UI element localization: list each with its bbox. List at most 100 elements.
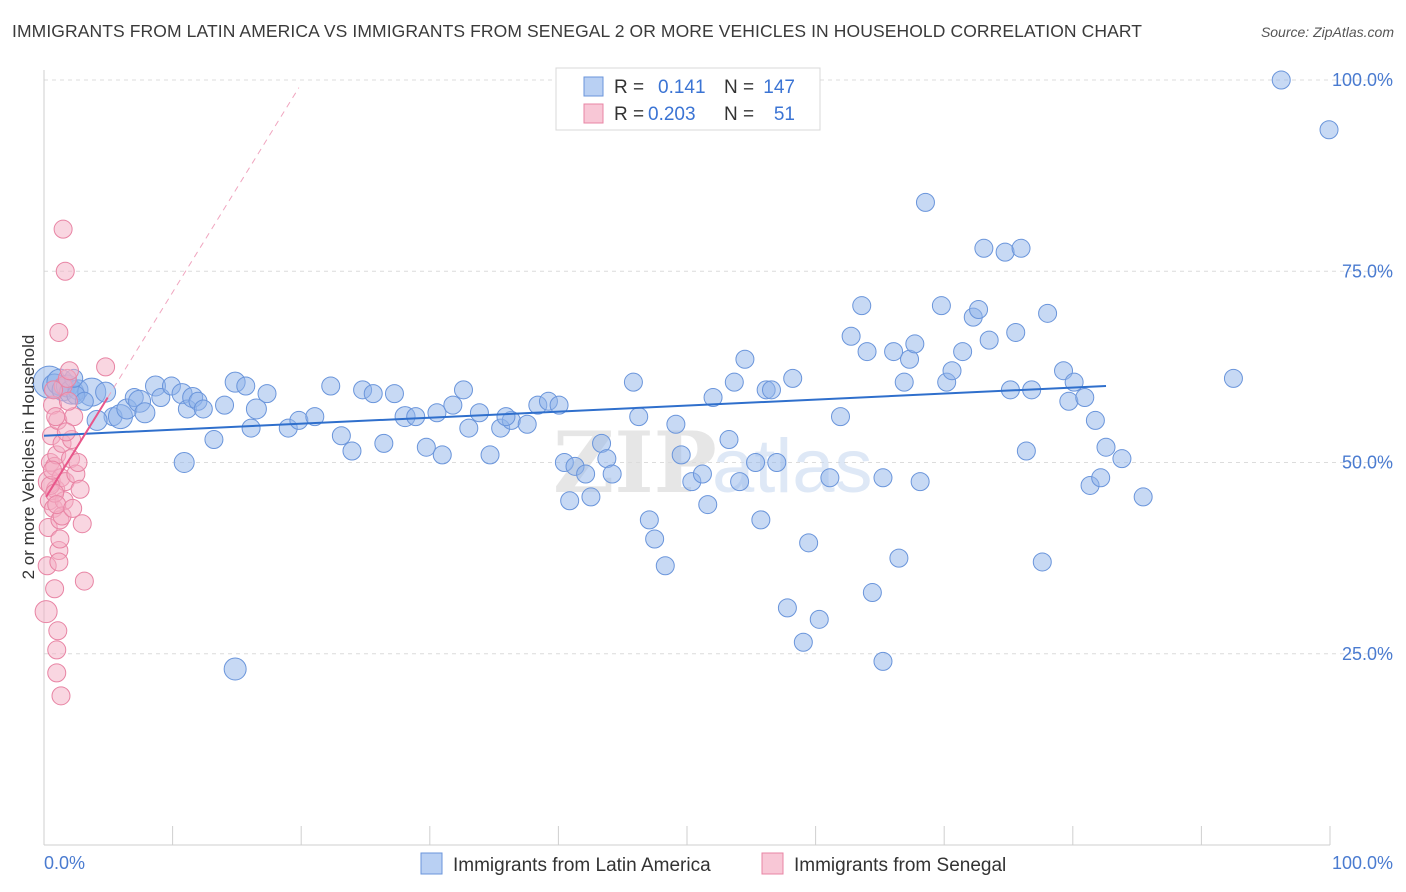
point-latin-america	[443, 395, 463, 415]
point-latin-america	[374, 433, 394, 453]
stats-legend: R = 0.141 N = 147 R = 0.203 N = 51	[555, 67, 821, 131]
point-latin-america	[666, 414, 686, 434]
point-latin-america	[761, 380, 781, 400]
bottom-legend-swatch-latin-america	[420, 852, 443, 875]
point-latin-america	[257, 384, 277, 404]
point-senegal	[47, 495, 67, 515]
point-latin-america	[576, 464, 596, 484]
point-senegal	[96, 357, 116, 377]
point-latin-america	[321, 376, 341, 396]
y-tick-label: 100.0%	[1332, 70, 1393, 90]
point-senegal	[34, 600, 58, 624]
point-senegal	[63, 498, 83, 518]
chart-source: Source: ZipAtlas.com	[1260, 24, 1394, 40]
x-axis-ticks	[43, 826, 1331, 845]
point-latin-america	[549, 395, 569, 415]
point-latin-america	[767, 453, 787, 472]
legend-swatch-senegal	[583, 103, 604, 124]
point-latin-america	[173, 452, 195, 473]
point-senegal	[58, 391, 78, 411]
point-latin-america	[1006, 322, 1026, 342]
point-latin-america	[331, 426, 351, 446]
point-latin-america	[862, 583, 882, 603]
legend-r-label-1: R =	[614, 77, 644, 98]
point-latin-america	[453, 380, 473, 400]
point-latin-america	[223, 657, 247, 681]
series-senegal	[34, 219, 116, 706]
chart-title: IMMIGRANTS FROM LATIN AMERICA VS IMMIGRA…	[12, 21, 1143, 41]
point-senegal	[70, 479, 90, 499]
point-latin-america	[1085, 410, 1105, 430]
legend-n-value-2: 51	[774, 104, 795, 125]
point-latin-america	[1011, 238, 1031, 258]
point-latin-america	[799, 533, 819, 553]
point-latin-america	[1016, 441, 1036, 461]
point-latin-america	[427, 403, 447, 423]
series-legend: Immigrants from Latin America Immigrants…	[420, 852, 1006, 876]
trend-line-latin-america	[43, 385, 1107, 437]
trend-lines	[43, 87, 1107, 498]
point-latin-america	[236, 376, 256, 396]
point-latin-america	[777, 598, 797, 618]
point-senegal	[44, 380, 64, 400]
point-latin-america	[215, 395, 235, 415]
point-latin-america	[406, 407, 426, 427]
point-latin-america	[735, 349, 755, 369]
point-latin-america	[134, 402, 156, 424]
point-senegal	[49, 552, 69, 572]
point-latin-america	[629, 407, 649, 427]
y-tick-label: 25.0%	[1342, 644, 1393, 664]
point-latin-america	[751, 510, 771, 530]
point-latin-america	[1319, 120, 1339, 140]
point-latin-america	[671, 445, 691, 465]
point-latin-america	[889, 548, 909, 568]
point-latin-america	[645, 529, 665, 549]
point-senegal	[45, 579, 65, 599]
point-latin-america	[560, 491, 580, 511]
point-latin-america	[305, 407, 325, 427]
point-latin-america	[193, 399, 213, 419]
point-latin-america	[245, 398, 267, 420]
point-latin-america	[783, 368, 803, 388]
point-latin-america	[469, 403, 489, 423]
bottom-legend-label-senegal: Immigrants from Senegal	[794, 855, 1006, 876]
bottom-legend-swatch-senegal	[761, 852, 784, 875]
point-senegal	[53, 219, 73, 239]
legend-n-value-1: 147	[763, 77, 795, 98]
point-latin-america	[459, 418, 479, 438]
point-senegal	[59, 361, 79, 381]
trend-line-senegal-extension	[107, 87, 300, 398]
point-latin-america	[1032, 552, 1052, 572]
point-latin-america	[809, 609, 829, 629]
point-latin-america	[581, 487, 601, 507]
y-axis-label: 2 or more Vehicles in Household	[19, 335, 38, 580]
point-latin-america	[820, 468, 840, 488]
watermark-atlas: atlas	[712, 424, 873, 509]
point-latin-america	[1271, 70, 1291, 90]
point-latin-america	[995, 242, 1015, 262]
point-senegal	[47, 640, 67, 660]
y-tick-labels: 25.0% 50.0% 75.0% 100.0%	[1332, 70, 1393, 664]
point-latin-america	[857, 342, 877, 362]
legend-r-label-2: R =	[614, 104, 644, 125]
point-latin-america	[793, 632, 813, 652]
point-latin-america	[884, 342, 904, 362]
y-tick-label: 75.0%	[1342, 261, 1393, 281]
point-latin-america	[979, 330, 999, 350]
point-latin-america	[974, 238, 994, 258]
point-latin-america	[602, 464, 622, 484]
point-senegal	[72, 514, 92, 534]
point-latin-america	[363, 384, 383, 404]
point-latin-america	[905, 334, 925, 354]
point-latin-america	[931, 296, 951, 316]
x-tick-label-min: 0.0%	[44, 853, 85, 873]
point-latin-america	[1133, 487, 1153, 507]
point-senegal	[47, 663, 67, 683]
legend-r-value-1: 0.141	[658, 77, 706, 98]
point-latin-america	[496, 407, 516, 427]
point-latin-america	[831, 407, 850, 427]
point-latin-america	[746, 453, 766, 472]
point-latin-america	[623, 372, 643, 392]
point-latin-america	[1059, 391, 1079, 411]
